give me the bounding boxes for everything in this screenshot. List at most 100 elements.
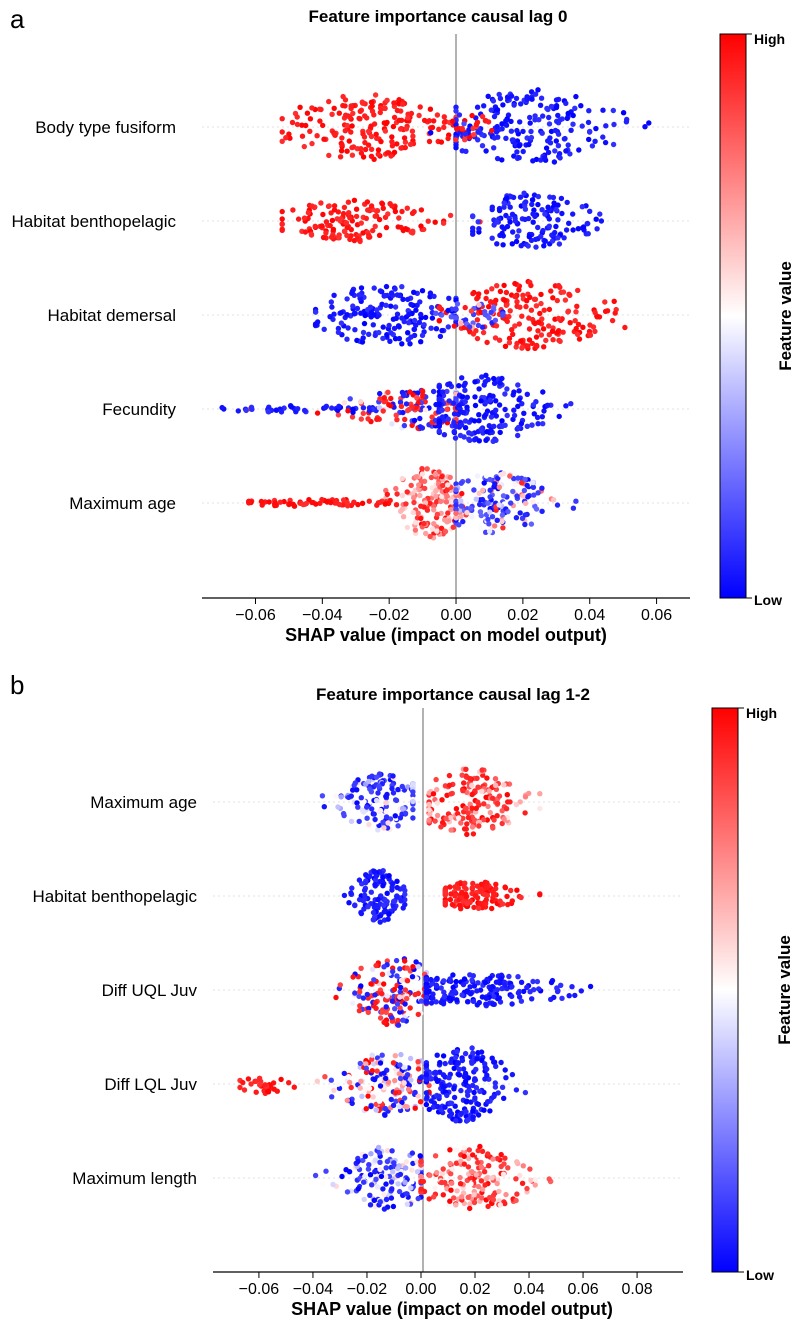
shap-point <box>301 215 308 221</box>
shap-point <box>483 897 489 903</box>
shap-point <box>439 1179 445 1186</box>
shap-point <box>522 476 528 483</box>
shap-point <box>553 223 559 230</box>
shap-point <box>535 193 542 200</box>
shap-point <box>551 200 557 206</box>
shap-point <box>428 1000 435 1006</box>
shap-point <box>439 312 445 318</box>
shap-point <box>602 308 609 315</box>
shap-point <box>546 1176 552 1182</box>
shap-point <box>351 499 357 506</box>
shap-point <box>412 991 418 998</box>
shap-point <box>459 992 465 998</box>
shap-point <box>542 155 548 161</box>
shap-point <box>474 335 481 342</box>
shap-point <box>352 902 358 908</box>
shap-point <box>430 388 437 395</box>
shap-point <box>438 824 444 830</box>
shap-point <box>401 884 407 890</box>
shap-point <box>587 983 594 990</box>
shap-point <box>527 1166 533 1172</box>
shap-point <box>554 329 560 336</box>
shap-point <box>474 473 481 479</box>
shap-point <box>421 520 427 527</box>
shap-point <box>488 309 494 315</box>
shap-point <box>515 974 521 980</box>
shap-point <box>376 232 383 238</box>
shap-point <box>476 1153 483 1159</box>
shap-point <box>404 978 411 984</box>
shap-point <box>258 498 265 505</box>
shap-point <box>384 993 390 999</box>
shap-point <box>365 128 372 135</box>
shap-point <box>446 518 452 524</box>
shap-point <box>517 119 523 125</box>
shap-point <box>472 893 479 899</box>
shap-point <box>424 466 430 472</box>
shap-point <box>421 322 427 328</box>
shap-point <box>546 332 552 338</box>
shap-point <box>506 335 513 342</box>
shap-point <box>279 129 285 135</box>
shap-point <box>341 1070 347 1077</box>
shap-point <box>428 1076 434 1082</box>
shap-point <box>394 491 400 497</box>
shap-point <box>360 335 366 341</box>
shap-point <box>419 471 426 477</box>
shap-point <box>482 1061 488 1067</box>
shap-point <box>453 104 459 110</box>
shap-point <box>331 105 337 112</box>
shap-point <box>497 380 503 386</box>
shap-point <box>336 1085 343 1092</box>
shap-point <box>348 818 355 824</box>
shap-point <box>462 131 469 137</box>
shap-point <box>537 791 543 797</box>
shap-point <box>397 1062 403 1068</box>
shap-point <box>274 1088 280 1094</box>
shap-point <box>520 128 526 135</box>
shap-point <box>381 1206 388 1212</box>
shap-point <box>428 325 434 331</box>
shap-point <box>538 332 545 338</box>
shap-point <box>470 880 476 887</box>
shap-point <box>312 1172 319 1179</box>
shap-point <box>364 991 370 998</box>
shap-point <box>462 1050 469 1057</box>
shap-point <box>524 391 530 397</box>
shap-point <box>358 146 364 152</box>
shap-point <box>532 1182 538 1188</box>
shap-point <box>487 487 493 493</box>
shap-point <box>333 994 339 1001</box>
shap-point <box>367 786 373 792</box>
shap-point <box>573 325 579 332</box>
shap-point <box>423 530 429 537</box>
shap-point <box>400 514 407 520</box>
shap-point <box>518 338 524 344</box>
shap-point <box>414 390 421 396</box>
shap-point <box>396 1188 403 1195</box>
shap-point <box>371 112 377 118</box>
shap-point <box>452 435 459 441</box>
shap-point <box>388 330 394 336</box>
shap-point <box>526 234 532 240</box>
shap-point <box>321 326 327 332</box>
shap-point <box>447 1198 453 1204</box>
shap-point <box>470 331 477 337</box>
shap-point <box>377 1199 383 1205</box>
shap-point <box>366 232 372 238</box>
shap-point <box>424 1094 430 1100</box>
shap-point <box>491 135 498 141</box>
shap-point <box>587 128 593 135</box>
shap-point <box>384 332 390 338</box>
shap-point <box>522 794 529 800</box>
shap-point <box>560 329 566 335</box>
shap-point <box>457 1181 464 1187</box>
shap-point <box>489 1175 495 1181</box>
shap-point <box>479 324 486 330</box>
shap-point <box>555 143 562 149</box>
shap-point <box>556 241 563 247</box>
shap-point <box>467 1201 473 1207</box>
shap-point <box>453 137 459 143</box>
shap-point <box>499 230 505 237</box>
shap-point <box>343 112 349 118</box>
